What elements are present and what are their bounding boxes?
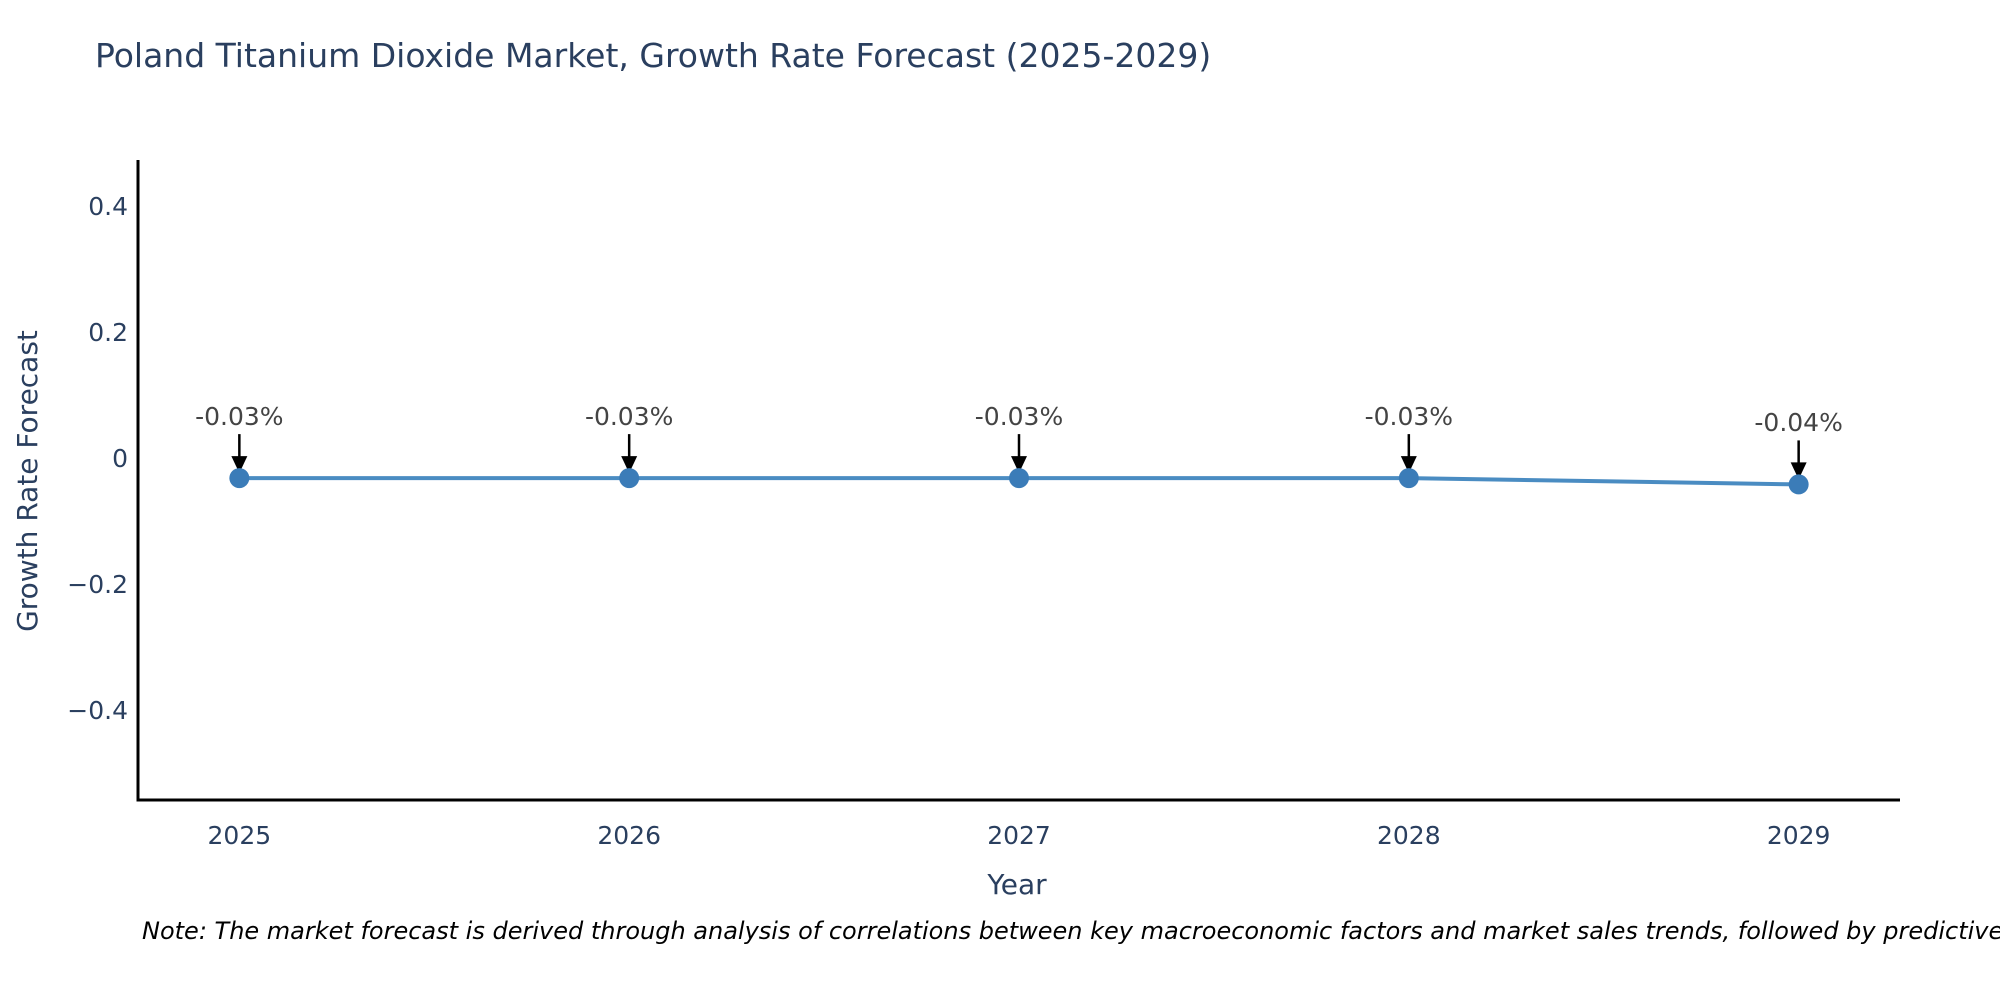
y-tick-label: −0.4 <box>67 696 128 726</box>
x-tick-label: 2028 <box>1377 821 1441 850</box>
data-point-marker <box>229 468 250 489</box>
annotation-arrow-head <box>1790 462 1807 480</box>
data-point-marker <box>1009 468 1029 489</box>
chart-title: Poland Titanium Dioxide Market, Growth R… <box>95 36 1212 75</box>
x-tick-label: 2029 <box>1766 821 1831 850</box>
data-point-marker <box>1788 474 1809 495</box>
x-tick-label: 2027 <box>987 821 1051 850</box>
annotation-arrow-head <box>1011 456 1027 474</box>
annotation-arrow-head <box>1400 456 1417 474</box>
data-point-marker <box>619 468 640 489</box>
x-tick-label: 2025 <box>207 821 272 850</box>
point-annotation-label: -0.03% <box>584 402 674 432</box>
point-annotation-label: -0.03% <box>1364 402 1454 432</box>
point-annotation-label: -0.03% <box>195 402 284 432</box>
y-tick-label: 0.4 <box>88 192 128 222</box>
y-axis-title: Growth Rate Forecast <box>11 330 44 632</box>
x-axis-title: Year <box>987 868 1047 901</box>
y-tick-label: −0.2 <box>67 570 128 600</box>
point-annotation-label: -0.04% <box>1754 408 1843 438</box>
x-tick-label: 2026 <box>597 821 661 850</box>
y-tick-label: 0.2 <box>88 318 128 348</box>
data-point-marker <box>1398 468 1419 489</box>
annotation-arrow-head <box>231 456 248 474</box>
y-tick-label: 0 <box>112 444 128 474</box>
point-annotation-label: -0.03% <box>974 402 1064 432</box>
annotation-arrow-head <box>621 456 638 474</box>
footnote: Note: The market forecast is derived thr… <box>142 917 2000 945</box>
